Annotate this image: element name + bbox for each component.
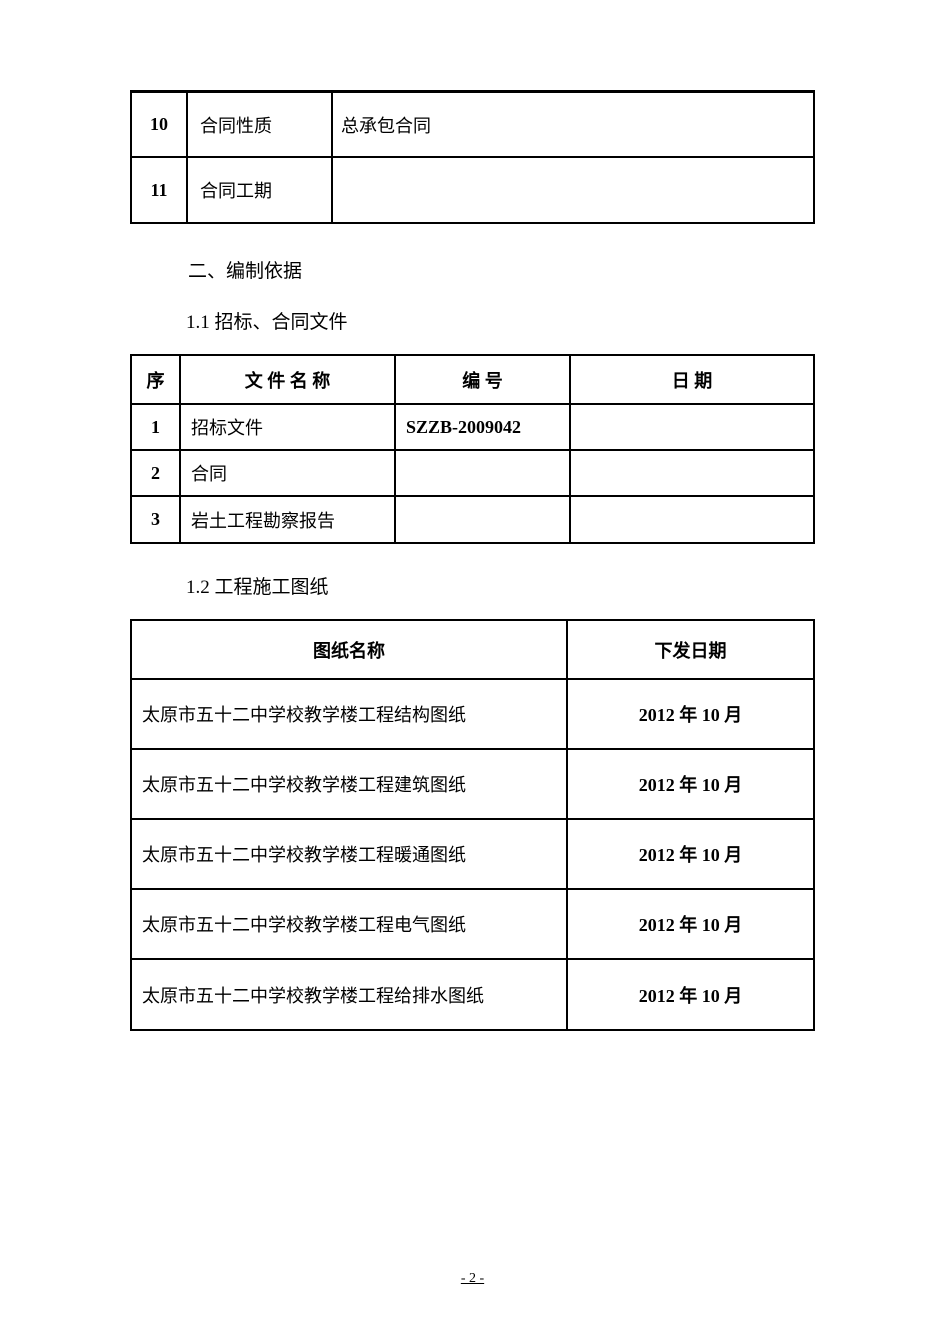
header-drawing-name: 图纸名称 [132, 621, 567, 679]
table-row: 太原市五十二中学校教学楼工程电气图纸 2012 年 10 月 [132, 889, 813, 959]
cell-code [395, 496, 570, 542]
table-row: 1 招标文件 SZZB-2009042 [132, 404, 813, 450]
cell-name: 合同 [180, 450, 395, 496]
table-header-row: 序 文 件 名 称 编 号 日 期 [132, 356, 813, 404]
cell-name: 岩土工程勘察报告 [180, 496, 395, 542]
table-row: 3 岩土工程勘察报告 [132, 496, 813, 542]
cell-drawing-name: 太原市五十二中学校教学楼工程给排水图纸 [132, 959, 567, 1029]
header-seq: 序 [132, 356, 180, 404]
row-value: 总承包合同 [332, 92, 813, 157]
sub-heading-1-1: 1.1 招标、合同文件 [186, 307, 815, 334]
header-issue-date: 下发日期 [567, 621, 813, 679]
bidding-documents-table: 序 文 件 名 称 编 号 日 期 1 招标文件 SZZB-2009042 2 … [130, 354, 815, 544]
contract-info-table: 10 合同性质 总承包合同 11 合同工期 [130, 92, 815, 224]
table-header-row: 图纸名称 下发日期 [132, 621, 813, 679]
header-date: 日 期 [570, 356, 813, 404]
cell-drawing-name: 太原市五十二中学校教学楼工程电气图纸 [132, 889, 567, 959]
cell-issue-date: 2012 年 10 月 [567, 749, 813, 819]
row-number: 11 [132, 157, 187, 222]
row-label: 合同工期 [187, 157, 332, 222]
row-value [332, 157, 813, 222]
table-row: 太原市五十二中学校教学楼工程建筑图纸 2012 年 10 月 [132, 749, 813, 819]
table-row: 11 合同工期 [132, 157, 813, 222]
cell-date [570, 496, 813, 542]
cell-drawing-name: 太原市五十二中学校教学楼工程建筑图纸 [132, 749, 567, 819]
sub-heading-1-2: 1.2 工程施工图纸 [186, 572, 815, 599]
header-code: 编 号 [395, 356, 570, 404]
table-row: 10 合同性质 总承包合同 [132, 92, 813, 157]
table-row: 太原市五十二中学校教学楼工程暖通图纸 2012 年 10 月 [132, 819, 813, 889]
cell-drawing-name: 太原市五十二中学校教学楼工程暖通图纸 [132, 819, 567, 889]
cell-code: SZZB-2009042 [395, 404, 570, 450]
cell-issue-date: 2012 年 10 月 [567, 959, 813, 1029]
cell-seq: 3 [132, 496, 180, 542]
header-name: 文 件 名 称 [180, 356, 395, 404]
cell-date [570, 404, 813, 450]
page-container: 10 合同性质 总承包合同 11 合同工期 二、编制依据 1.1 招标、合同文件… [0, 0, 945, 1091]
cell-code [395, 450, 570, 496]
cell-name: 招标文件 [180, 404, 395, 450]
section-heading-2: 二、编制依据 [188, 256, 815, 283]
table-row: 2 合同 [132, 450, 813, 496]
cell-issue-date: 2012 年 10 月 [567, 889, 813, 959]
page-number: - 2 - [0, 1271, 945, 1287]
row-label: 合同性质 [187, 92, 332, 157]
drawings-table: 图纸名称 下发日期 太原市五十二中学校教学楼工程结构图纸 2012 年 10 月… [130, 619, 815, 1031]
cell-drawing-name: 太原市五十二中学校教学楼工程结构图纸 [132, 679, 567, 749]
table-row: 太原市五十二中学校教学楼工程结构图纸 2012 年 10 月 [132, 679, 813, 749]
cell-seq: 1 [132, 404, 180, 450]
cell-issue-date: 2012 年 10 月 [567, 679, 813, 749]
cell-date [570, 450, 813, 496]
row-number: 10 [132, 92, 187, 157]
cell-seq: 2 [132, 450, 180, 496]
table-row: 太原市五十二中学校教学楼工程给排水图纸 2012 年 10 月 [132, 959, 813, 1029]
cell-issue-date: 2012 年 10 月 [567, 819, 813, 889]
